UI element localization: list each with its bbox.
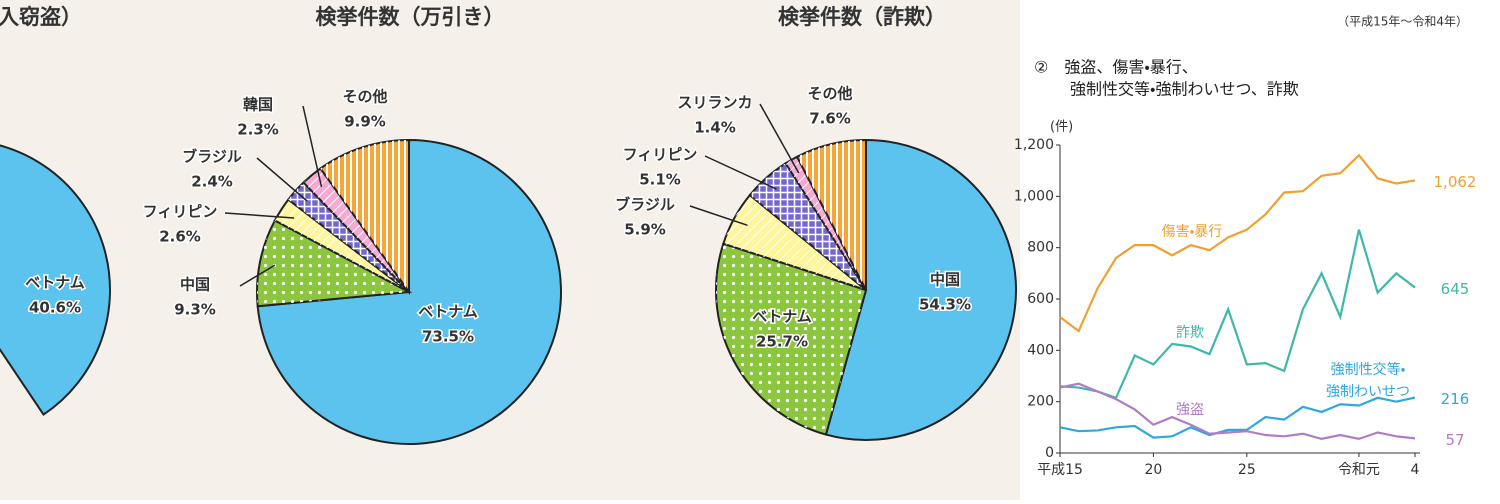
slice-value: 5.9%	[624, 221, 666, 239]
slice-value: 2.3%	[237, 121, 279, 139]
y-tick-label: 200	[1027, 394, 1054, 410]
leader-line	[689, 205, 748, 227]
slice-value: 40.6%	[29, 299, 81, 317]
slice-value: 1.4%	[694, 119, 736, 137]
leader-line	[224, 212, 295, 219]
slice-value: 2.4%	[191, 173, 233, 191]
x-tick-label: 20	[1145, 462, 1163, 478]
slice-label: ベトナム	[752, 308, 812, 326]
slice-value: 5.1%	[639, 171, 681, 189]
pie-title: 検挙件数（詐欺）	[778, 5, 946, 29]
y-tick-label: 1,200	[1014, 137, 1054, 153]
slice-label: ベトナム	[418, 303, 478, 321]
series-name: 詐欺	[1176, 325, 1204, 341]
series-line	[1059, 382, 1416, 441]
y-axis-label: (件)	[1050, 120, 1073, 135]
pie-title: 入窃盗）	[0, 5, 82, 29]
y-tick-label: 400	[1027, 342, 1054, 358]
slice-label: フィリピン	[623, 146, 698, 164]
pie-title: 検挙件数（万引き）	[316, 5, 505, 29]
slice-label: その他	[807, 85, 852, 103]
series-line	[1059, 153, 1416, 333]
y-tick-label: 1,000	[1014, 188, 1054, 204]
leader-line	[302, 105, 323, 188]
series-name: 強制性交等・強制わいせつ	[1326, 361, 1410, 400]
slice-value: 7.6%	[809, 110, 851, 128]
slice-value: 25.7%	[756, 333, 808, 351]
leader-line	[256, 157, 308, 202]
leader-line	[759, 103, 800, 174]
x-tick-label: 令和元	[1338, 462, 1380, 478]
slice-value: 9.3%	[174, 301, 216, 319]
series-name: 強盗	[1176, 402, 1204, 418]
chart-title: 強制性交等・強制わいせつ、詐欺	[1070, 80, 1299, 99]
series-name: 傷害・暴行	[1162, 224, 1223, 240]
leader-line	[239, 264, 276, 287]
line-panel	[1020, 0, 1500, 500]
subtitle: （平成15年～令和4年）	[1337, 15, 1468, 29]
end-label: 1,062	[1434, 173, 1477, 191]
series-line	[1059, 396, 1416, 439]
pie-slice	[824, 138, 1017, 441]
pie-slice	[0, 144, 111, 416]
slice-value: 73.5%	[422, 328, 474, 346]
y-tick-label: 800	[1027, 240, 1054, 256]
slice-value: 54.3%	[919, 296, 971, 314]
y-tick-label: 600	[1027, 291, 1054, 307]
slice-label: ブラジル	[615, 196, 675, 214]
leader-line	[704, 155, 777, 190]
slice-label: ブラジル	[182, 148, 242, 166]
slice-label: フィリピン	[143, 203, 218, 221]
end-label: 216	[1441, 390, 1470, 408]
slice-value: 9.9%	[344, 113, 386, 131]
slice-label: ベトナム	[25, 274, 85, 292]
end-label: 645	[1441, 280, 1470, 298]
chart-title: ② 強盗、傷害・暴行、	[1034, 58, 1198, 77]
x-tick-label: 4	[1411, 462, 1420, 478]
slice-value: 2.6%	[159, 228, 201, 246]
slice-label: 中国	[180, 276, 210, 294]
end-label: 57	[1445, 431, 1464, 449]
x-tick-label: 平成15	[1037, 462, 1083, 478]
slice-label: 中国	[930, 271, 960, 289]
slice-label: その他	[342, 88, 387, 106]
series-line	[1059, 229, 1416, 400]
y-tick-label: 0	[1045, 445, 1054, 461]
x-tick-label: 25	[1238, 462, 1256, 478]
slice-label: 韓国	[243, 96, 273, 114]
slice-label: スリランカ	[677, 94, 752, 112]
